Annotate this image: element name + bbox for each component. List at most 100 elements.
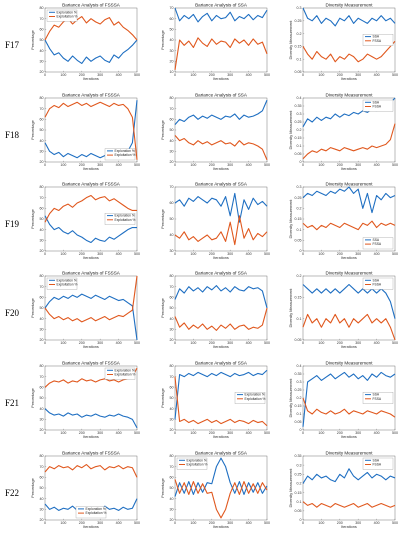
legend-entry: Exploration % (57, 10, 77, 14)
legend-entry: FSSA (373, 242, 382, 246)
x-tick-label: 200 (209, 521, 215, 525)
y-tick-label: 30 (170, 418, 174, 422)
chart-panel: Bariance Analysis of SSA 0 100 200 300 400 500… (161, 182, 270, 261)
legend-box (46, 277, 78, 290)
x-tick-label: 200 (337, 341, 343, 345)
x-tick-label: 0 (174, 521, 176, 525)
y-tick-label: 60 (40, 28, 44, 32)
x-tick-label: 100 (318, 431, 324, 435)
y-tick-label: 0.15 (295, 491, 302, 495)
y-tick-label: 70 (40, 285, 44, 289)
x-tick-label: 500 (392, 431, 398, 435)
y-tick-label: 0.1 (297, 228, 302, 232)
legend: Exploration %Exploitation % (234, 392, 265, 404)
series-line-orange (174, 479, 268, 519)
legend-entry: SSA (373, 100, 380, 104)
y-axis-label: Diversity Measurement (289, 378, 293, 418)
x-tick-label: 500 (392, 252, 398, 256)
x-tick-label: 200 (209, 431, 215, 435)
legend-entry: SSA (373, 278, 380, 282)
x-tick-label: 200 (337, 73, 343, 77)
chart-panel: Diversity Measurement 0 100 200 300 400 500 0.0… (289, 271, 398, 350)
x-tick-label: 400 (116, 341, 122, 345)
row-label-f17: F17 (5, 40, 20, 50)
legend: Exploration %Exploitation % (104, 367, 135, 380)
x-tick-label: 500 (392, 521, 398, 525)
y-tick-label: 0 (300, 249, 302, 253)
x-tick-label: 100 (60, 252, 66, 256)
y-tick-label: 50 (170, 306, 174, 310)
x-tick-label: 100 (190, 431, 196, 435)
x-tick-label: 300 (355, 252, 361, 256)
x-tick-label: 300 (227, 73, 233, 77)
x-tick-label: 200 (209, 341, 215, 345)
series-line-orange (174, 307, 268, 331)
y-axis-label: Percentage (31, 209, 35, 228)
x-tick-label: 300 (97, 163, 103, 167)
series-line-blue (174, 369, 268, 420)
x-tick-label: 400 (116, 163, 122, 167)
legend-entry: Exploration % (86, 507, 106, 511)
chart-title: Bariance Analysis of SSA (195, 3, 248, 8)
y-tick-label: 0.4 (297, 96, 302, 100)
series-line-orange (302, 313, 396, 341)
x-tick-label: 0 (302, 163, 304, 167)
y-tick-label: 30 (40, 508, 44, 512)
series-line-blue (44, 408, 138, 429)
x-tick-label: 300 (227, 341, 233, 345)
y-tick-label: 30 (170, 150, 174, 154)
chart-title: Diversity Measurement (326, 182, 374, 187)
legend-box (46, 9, 78, 22)
legend-box (362, 277, 394, 290)
y-tick-label: 40 (170, 38, 174, 42)
series-line-blue (174, 285, 268, 309)
x-tick-label: 100 (60, 521, 66, 525)
chart-title: Diversity Measurement (326, 451, 374, 456)
y-tick-label: 70 (170, 6, 174, 10)
y-tick-label: 0.1 (297, 144, 302, 148)
x-tick-label: 500 (264, 163, 270, 167)
y-tick-label: 0.2 (297, 274, 302, 278)
chart-panel: Bariance Analysis of FSSSA 0 100 200 300 400 5… (31, 451, 140, 530)
legend-box (104, 213, 136, 225)
x-axis-label: Iterations (341, 77, 357, 81)
y-tick-label: 40 (40, 497, 44, 501)
x-tick-label: 300 (97, 73, 103, 77)
legend-entry: Exploitation % (86, 511, 107, 515)
series-line-orange (302, 123, 396, 160)
y-tick-label: 0 (300, 518, 302, 522)
y-tick-label: 0.15 (295, 45, 302, 49)
row-label-f19: F19 (5, 219, 20, 229)
x-tick-label: 0 (44, 73, 46, 77)
x-axis-label: Iterations (213, 345, 229, 349)
legend-entry: SSA (373, 238, 380, 242)
x-tick-label: 500 (392, 163, 398, 167)
legend-box (104, 148, 136, 161)
y-tick-label: 0.1 (297, 57, 302, 61)
series-line-orange (174, 37, 268, 70)
y-tick-label: 0.3 (297, 112, 302, 116)
y-tick-label: 20 (170, 60, 174, 64)
legend-entry: Exploration % (57, 278, 77, 282)
y-tick-label: 0.05 (295, 420, 302, 424)
x-tick-label: 400 (374, 521, 380, 525)
y-tick-label: 40 (170, 233, 174, 237)
y-tick-label: 60 (40, 207, 44, 211)
y-tick-label: 0.15 (295, 404, 302, 408)
chart-title: Diversity Measurement (326, 3, 374, 8)
y-tick-label: 0.1 (297, 500, 302, 504)
y-tick-label: 80 (40, 96, 44, 100)
y-tick-label: 0.3 (297, 463, 302, 467)
chart-title: Bariance Analysis of SSA (195, 182, 248, 187)
x-tick-label: 100 (190, 252, 196, 256)
y-axis-label: Percentage (31, 120, 35, 139)
y-tick-label: 60 (170, 201, 174, 205)
y-tick-label: 40 (170, 497, 174, 501)
y-tick-label: 70 (40, 375, 44, 379)
series-line-orange (44, 367, 138, 388)
y-tick-label: 0.25 (295, 472, 302, 476)
series-line-blue (44, 215, 137, 244)
